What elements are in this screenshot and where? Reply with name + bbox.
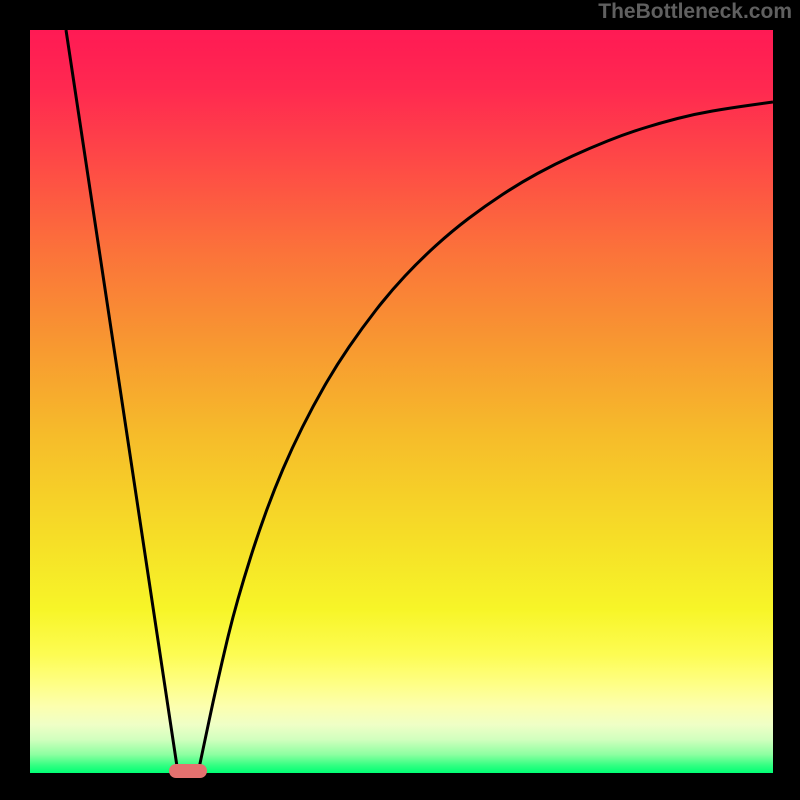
left-descending-line bbox=[66, 30, 178, 773]
plot-area bbox=[30, 30, 773, 773]
right-rising-curve bbox=[198, 102, 773, 773]
watermark-text: TheBottleneck.com bbox=[598, 0, 792, 24]
curve-layer bbox=[30, 30, 773, 773]
chart-container: TheBottleneck.com bbox=[0, 0, 800, 800]
bottleneck-marker bbox=[169, 764, 207, 778]
